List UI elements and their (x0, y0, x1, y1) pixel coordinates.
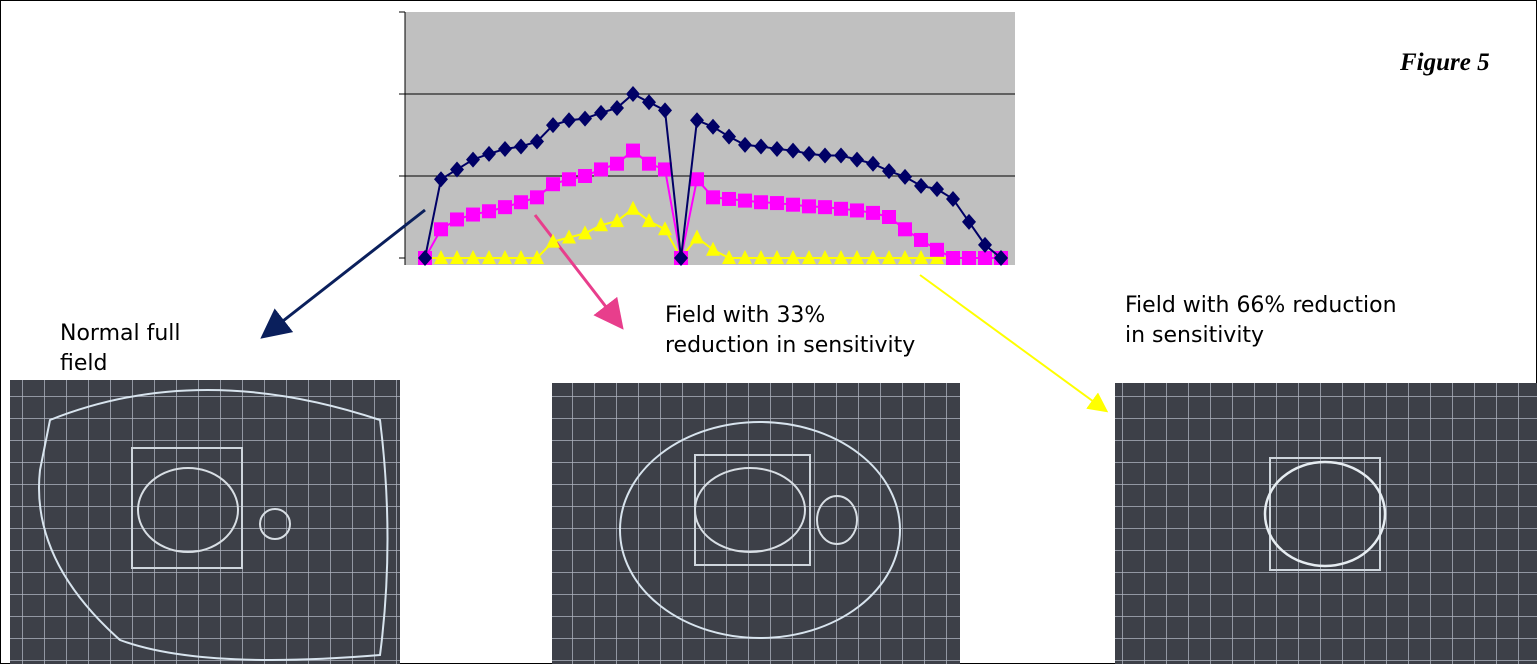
marker (946, 251, 960, 265)
marker (738, 194, 752, 208)
marker (706, 190, 720, 204)
photo-normal (10, 380, 400, 664)
marker (834, 202, 848, 216)
plot-area (405, 12, 1015, 265)
marker (626, 144, 640, 158)
marker (802, 199, 816, 213)
marker (818, 200, 832, 214)
photo-66 (1115, 383, 1537, 664)
marker (882, 210, 896, 224)
marker (690, 172, 704, 186)
marker (642, 157, 656, 171)
marker (450, 212, 464, 226)
marker (866, 206, 880, 220)
marker (466, 208, 480, 222)
annotation: Field with 33% (665, 303, 825, 328)
marker (562, 172, 576, 186)
marker (850, 203, 864, 217)
photo-33 (552, 383, 960, 664)
marker (914, 233, 928, 247)
marker (962, 251, 976, 265)
annotation: reduction in sensitivity (665, 333, 915, 358)
marker (754, 195, 768, 209)
marker (722, 192, 736, 206)
marker (770, 196, 784, 210)
marker (482, 204, 496, 218)
annotation: in sensitivity (1125, 323, 1264, 348)
marker (530, 190, 544, 204)
marker (578, 169, 592, 183)
marker (610, 157, 624, 171)
marker (786, 198, 800, 212)
figure-label: Figure 5 (1399, 49, 1490, 76)
marker (930, 243, 944, 257)
annotation: field (60, 351, 107, 376)
marker (898, 222, 912, 236)
marker (546, 177, 560, 191)
arrow (265, 210, 425, 335)
figure: Figure 5 Normal full field Field with 33% r… (0, 0, 1537, 664)
marker (498, 200, 512, 214)
annotation: Normal full (60, 321, 181, 346)
annotation: Field with 66% reduction (1125, 293, 1397, 318)
marker (978, 251, 992, 265)
marker (434, 222, 448, 236)
marker (594, 162, 608, 176)
marker (514, 195, 528, 209)
